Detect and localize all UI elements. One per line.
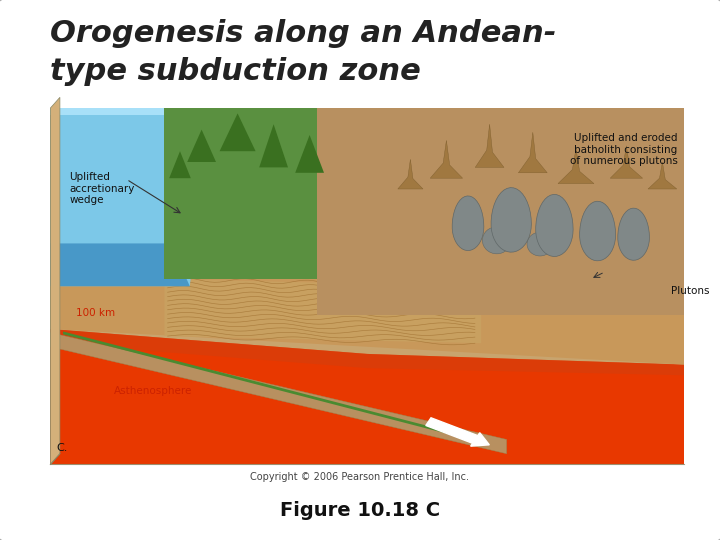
Polygon shape	[618, 208, 649, 260]
Text: Uplifted
accretionary
wedge: Uplifted accretionary wedge	[69, 172, 135, 205]
Polygon shape	[187, 130, 216, 162]
Polygon shape	[164, 279, 481, 343]
Text: 100 km: 100 km	[76, 308, 115, 318]
Polygon shape	[259, 124, 288, 167]
Polygon shape	[580, 201, 616, 261]
Polygon shape	[452, 196, 484, 251]
Text: type subduction zone: type subduction zone	[50, 57, 421, 86]
Polygon shape	[164, 108, 354, 279]
Polygon shape	[50, 329, 684, 375]
Polygon shape	[491, 187, 531, 252]
Polygon shape	[295, 135, 324, 173]
Ellipse shape	[527, 232, 553, 256]
Text: Uplifted and eroded
batholith consisting
of numerous plutons: Uplifted and eroded batholith consisting…	[570, 133, 678, 166]
Polygon shape	[50, 108, 684, 464]
Polygon shape	[50, 108, 209, 286]
Text: Figure 10.18 C: Figure 10.18 C	[280, 501, 440, 520]
Polygon shape	[611, 146, 643, 178]
Polygon shape	[431, 140, 462, 178]
Text: Orogenesis along an Andean-: Orogenesis along an Andean-	[50, 19, 557, 48]
Polygon shape	[475, 124, 504, 167]
Polygon shape	[50, 333, 507, 454]
Polygon shape	[169, 151, 191, 178]
Polygon shape	[518, 132, 547, 173]
Polygon shape	[63, 332, 462, 437]
Polygon shape	[50, 329, 684, 464]
Polygon shape	[317, 108, 684, 315]
Polygon shape	[50, 108, 209, 115]
Text: Copyright © 2006 Pearson Prentice Hall, Inc.: Copyright © 2006 Pearson Prentice Hall, …	[251, 472, 469, 483]
Polygon shape	[50, 97, 60, 464]
Polygon shape	[536, 194, 573, 256]
Polygon shape	[558, 148, 594, 184]
Polygon shape	[220, 113, 256, 151]
Polygon shape	[648, 162, 677, 189]
Polygon shape	[272, 108, 684, 357]
Polygon shape	[50, 244, 190, 286]
Ellipse shape	[482, 227, 511, 254]
Polygon shape	[397, 159, 423, 189]
Text: C.: C.	[57, 443, 68, 453]
Polygon shape	[50, 108, 684, 364]
FancyArrow shape	[426, 418, 490, 446]
Text: Plutons: Plutons	[671, 286, 710, 296]
Text: Asthenosphere: Asthenosphere	[114, 386, 192, 396]
